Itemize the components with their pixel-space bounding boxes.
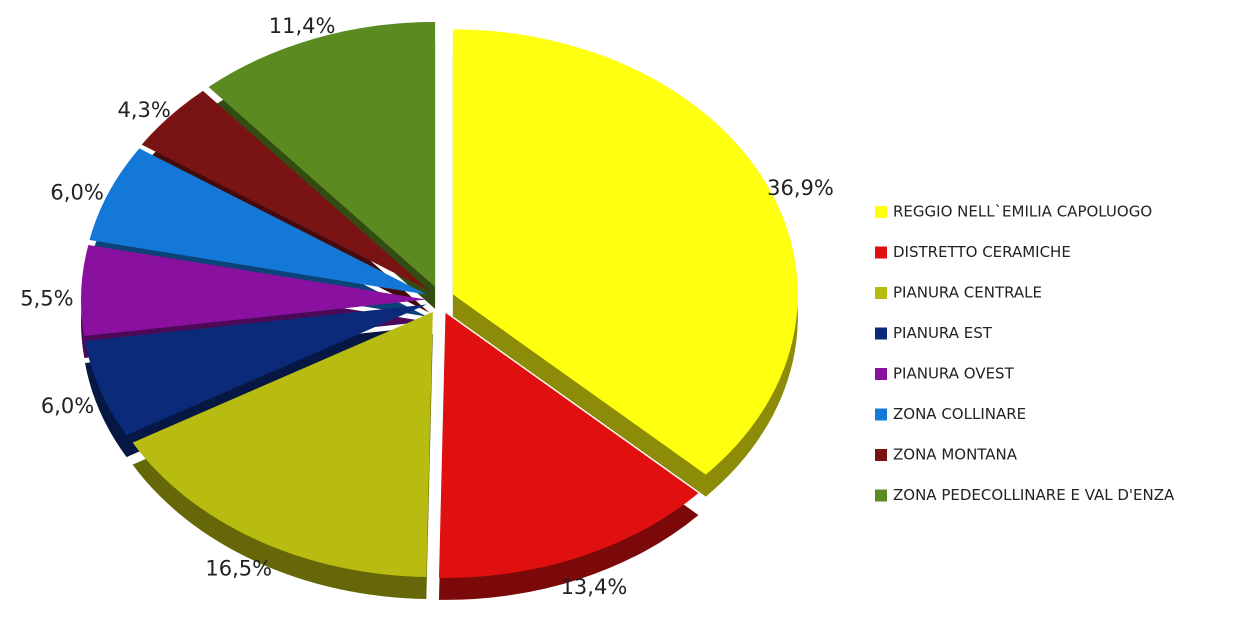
legend-swatch <box>875 368 887 380</box>
legend-swatch <box>875 246 887 259</box>
legend-swatch <box>875 489 887 502</box>
slice <box>208 21 436 287</box>
legend-label: PIANURA CENTRALE <box>893 284 1042 302</box>
legend: REGGIO NELL`EMILIA CAPOLUOGO DISTRETTO CE… <box>875 203 1175 504</box>
labels: 36,9% 13,4% 16,5% 6,0% 5,5% 6,0% 4,3% 11,4% <box>20 14 834 599</box>
slice <box>89 148 428 295</box>
data-label: 5,5% <box>20 287 73 311</box>
slice <box>438 312 699 578</box>
legend-label: PIANURA EST <box>893 324 993 342</box>
pie-tops <box>81 21 798 578</box>
data-label: 16,5% <box>205 557 272 581</box>
legend-swatch <box>875 287 887 299</box>
legend-label: ZONA PEDECOLLINARE E VAL D'ENZA <box>893 486 1175 504</box>
slice <box>132 312 433 577</box>
data-label: 6,0% <box>41 394 94 418</box>
legend-swatch <box>875 408 887 421</box>
data-label: 4,3% <box>117 98 170 122</box>
legend-swatch <box>875 327 887 340</box>
legend-label: ZONA COLLINARE <box>893 405 1026 423</box>
slice <box>141 90 430 291</box>
legend-label: PIANURA OVEST <box>893 365 1015 383</box>
data-label: 36,9% <box>767 176 834 200</box>
legend-swatch <box>875 449 887 461</box>
slice <box>452 29 798 475</box>
data-label: 13,4% <box>561 575 628 599</box>
legend-label: ZONA MONTANA <box>893 446 1018 464</box>
legend-label: DISTRETTO CERAMICHE <box>893 243 1071 261</box>
slice <box>81 244 427 337</box>
data-label: 11,4% <box>269 14 336 38</box>
data-label: 6,0% <box>50 181 103 205</box>
slice <box>85 304 427 436</box>
legend-label: REGGIO NELL`EMILIA CAPOLUOGO <box>893 203 1152 221</box>
legend-swatch <box>875 206 887 218</box>
